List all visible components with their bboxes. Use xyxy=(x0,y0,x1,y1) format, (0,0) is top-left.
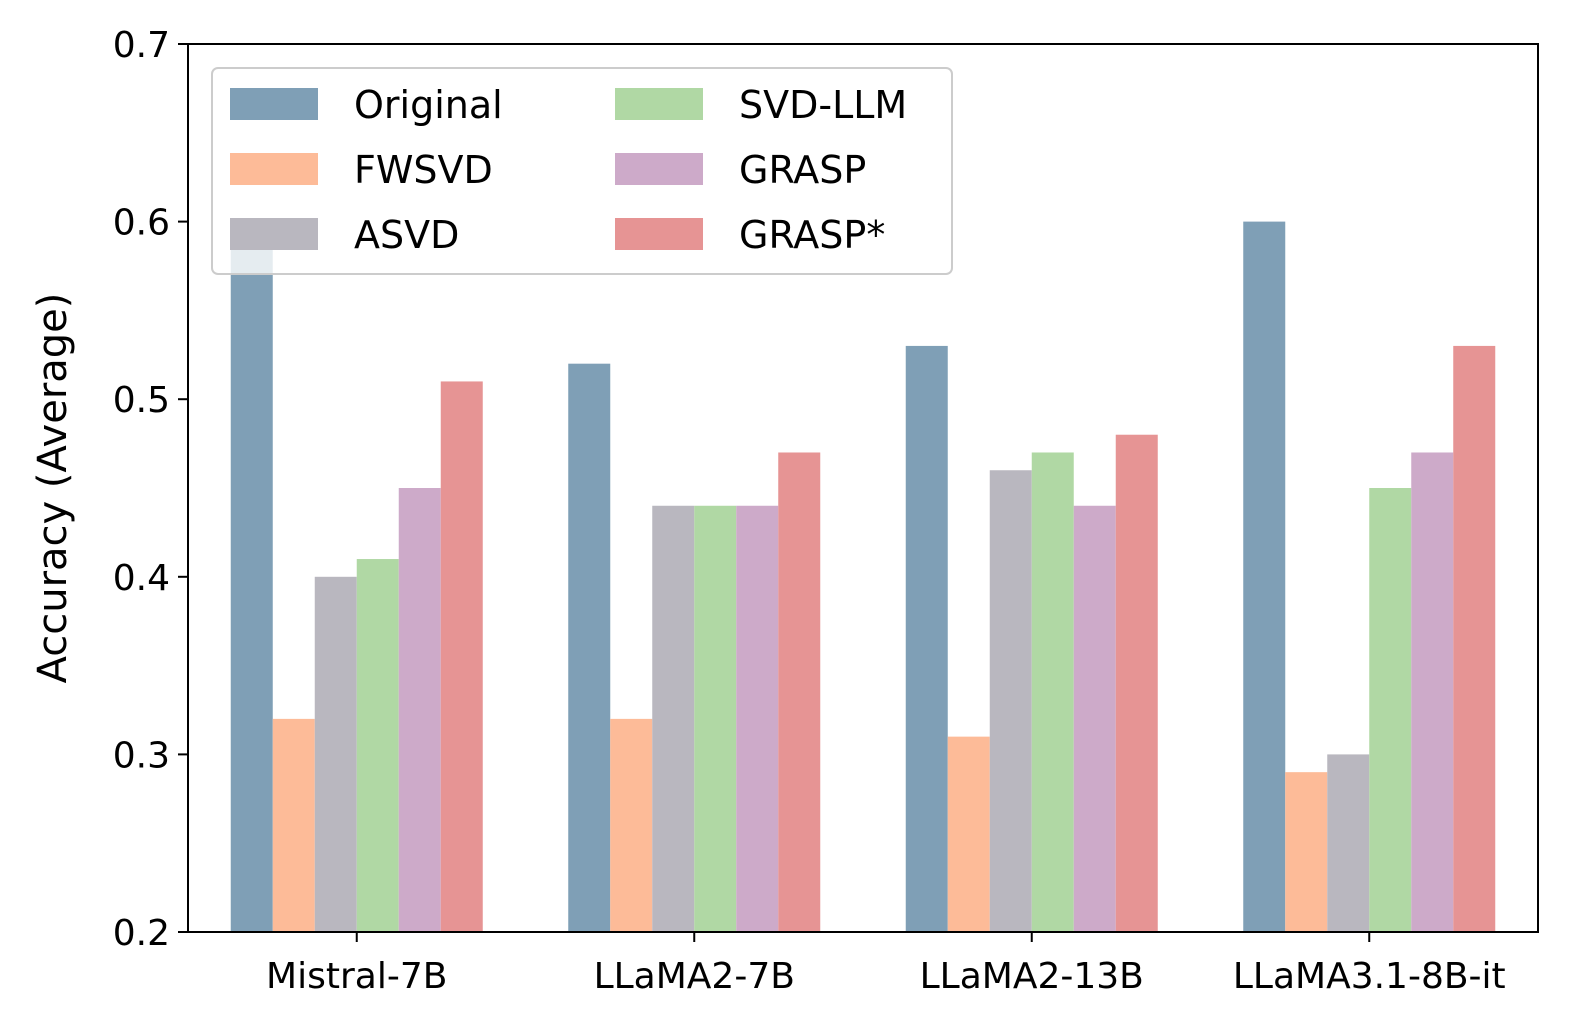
x-tick-label: Mistral-7B xyxy=(266,956,447,997)
bar-svd-llm-3 xyxy=(1369,488,1412,932)
legend-label: FWSVD xyxy=(354,148,493,192)
y-tick-label: 0.3 xyxy=(113,735,170,776)
y-tick-label: 0.7 xyxy=(113,25,170,66)
bar-original-0 xyxy=(230,239,273,933)
y-axis: 0.2 0.3 0.4 0.5 0.6 0.7 xyxy=(113,25,188,954)
bar-asvd-3 xyxy=(1327,754,1370,932)
bar-grasp--0 xyxy=(440,381,483,932)
legend-label: ASVD xyxy=(354,213,459,257)
bar-grasp-0 xyxy=(398,488,441,932)
legend: Original FWSVD ASVD SVD-LLM GRASP GRASP* xyxy=(211,67,953,275)
legend-box xyxy=(211,67,953,275)
bars-group xyxy=(230,221,1496,933)
bar-asvd-0 xyxy=(314,576,357,932)
bar-fwsvd-1 xyxy=(610,718,653,932)
x-tick-label: LLaMA2-13B xyxy=(920,956,1144,997)
y-tick-label: 0.2 xyxy=(113,913,170,954)
y-tick-label: 0.6 xyxy=(113,203,170,244)
bar-asvd-2 xyxy=(989,470,1032,932)
bar-grasp--2 xyxy=(1115,434,1158,932)
legend-swatch-grasp- xyxy=(615,218,703,250)
legend-swatch-svd-llm xyxy=(615,88,703,120)
bar-asvd-1 xyxy=(652,505,695,932)
legend-label: Original xyxy=(354,83,503,127)
plot-frame xyxy=(187,43,1539,933)
legend-swatch-asvd xyxy=(230,218,318,250)
bar-svd-llm-2 xyxy=(1031,452,1074,932)
y-axis-label: Accuracy (Average) xyxy=(30,293,76,684)
bar-grasp-1 xyxy=(736,505,779,932)
x-tick-label: LLaMA3.1-8B-it xyxy=(1233,956,1506,997)
bar-original-1 xyxy=(568,363,611,932)
bar-original-2 xyxy=(905,345,948,932)
bar-svd-llm-0 xyxy=(356,559,399,932)
bar-fwsvd-2 xyxy=(947,736,990,932)
y-tick-label: 0.5 xyxy=(113,380,170,421)
bar-grasp-3 xyxy=(1411,452,1454,932)
legend-swatch-fwsvd xyxy=(230,153,318,185)
bar-fwsvd-0 xyxy=(272,718,315,932)
bar-fwsvd-3 xyxy=(1285,772,1328,932)
legend-label: SVD-LLM xyxy=(739,83,907,127)
x-tick-label: LLaMA2-7B xyxy=(594,956,795,997)
y-tick-label: 0.4 xyxy=(113,558,170,599)
bar-grasp--3 xyxy=(1453,345,1496,932)
legend-swatch-original xyxy=(230,88,318,120)
legend-swatch-grasp xyxy=(615,153,703,185)
legend-label: GRASP* xyxy=(739,213,885,257)
bar-grasp--1 xyxy=(778,452,821,932)
bar-original-3 xyxy=(1243,221,1286,933)
bar-svd-llm-1 xyxy=(694,505,737,932)
legend-label: GRASP xyxy=(739,148,866,192)
bar-grasp-2 xyxy=(1073,505,1116,932)
x-axis: Mistral-7B LLaMA2-7B LLaMA2-13B LLaMA3.1-8B… xyxy=(266,932,1506,997)
